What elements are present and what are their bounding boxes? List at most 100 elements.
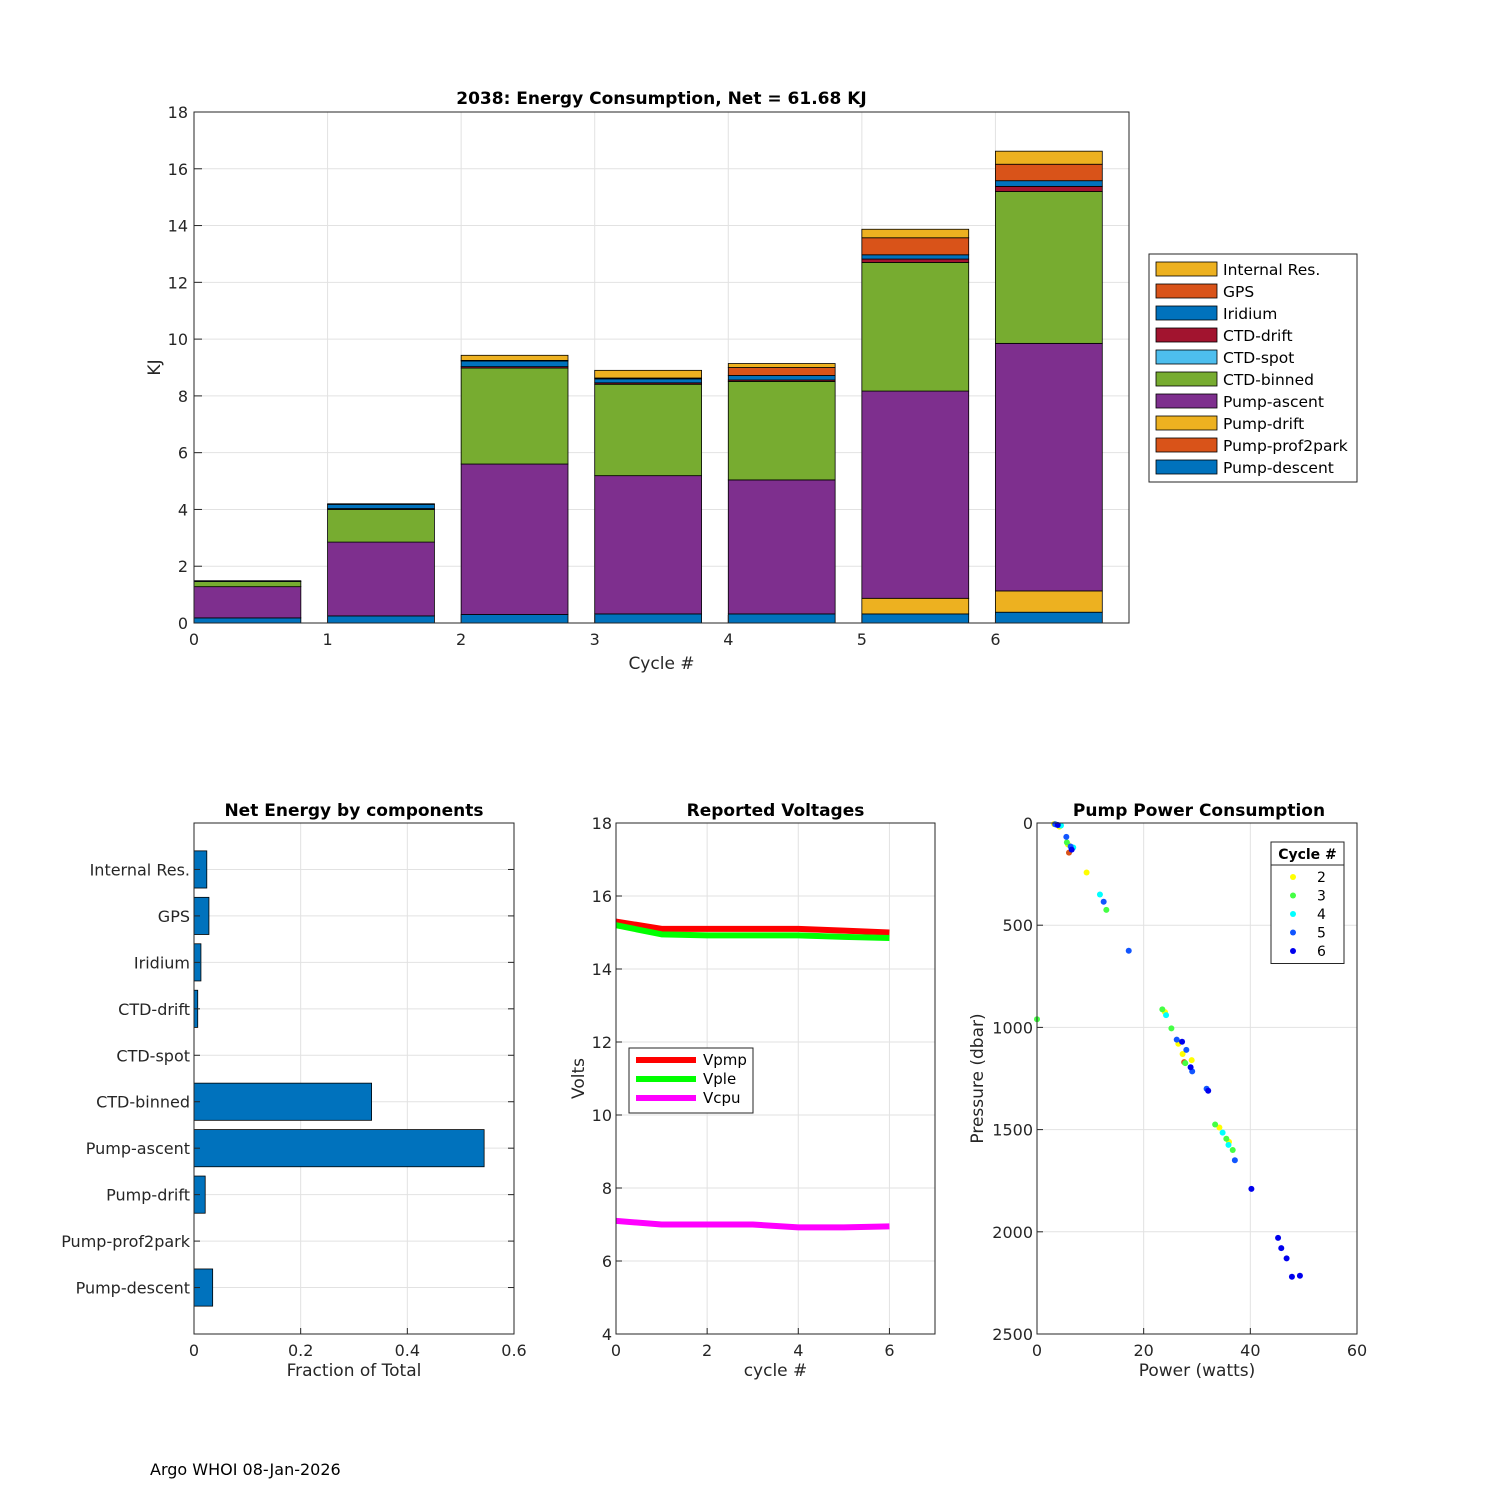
energy-legend-label-ctd-spot: CTD-spot (1223, 349, 1294, 367)
pump-legend-marker-6 (1290, 948, 1296, 954)
pump-ytick-label: 1500 (992, 1121, 1033, 1140)
energy-xtick-label: 6 (990, 630, 1000, 649)
pump-ytick-label: 2000 (992, 1223, 1033, 1242)
components-xtick-label: 0 (189, 1341, 199, 1360)
energy-legend-label-internal-res: Internal Res. (1223, 261, 1320, 279)
energy-legend-swatch-iridium (1155, 305, 1218, 321)
energy-legend-label-pump-descent: Pump-descent (1223, 459, 1334, 477)
pump-point-cycle-6-9 (1288, 1273, 1295, 1280)
energy-bar-iridium-cycle-0 (193, 580, 302, 582)
pump-point-cycle-5-1 (1063, 833, 1070, 840)
energy-ytick-label: 6 (178, 444, 188, 463)
energy-bar-pump-descent-cycle-6 (995, 611, 1103, 624)
energy-ytick-label: 18 (168, 103, 188, 122)
energy-bar-gps-cycle-6 (995, 163, 1103, 182)
voltage-ytick-label: 16 (592, 887, 612, 906)
pump-point-cycle-4-3 (1163, 1012, 1170, 1019)
pump-point-cycle-3-9 (1229, 1147, 1236, 1154)
energy-bar-pump-descent-cycle-4 (727, 613, 836, 624)
energy-bar-ctd-binned-cycle-4 (727, 381, 836, 481)
components-bar-pump-ascent (193, 1129, 485, 1168)
pump-point-cycle-3-8 (1223, 1135, 1230, 1142)
energy-axes-box (193, 111, 1130, 624)
components-category-label-pump-prof2park: Pump-prof2park (61, 1232, 191, 1251)
components-category-label-ctd-drift: CTD-drift (118, 1000, 190, 1019)
pump-point-cycle-6-7 (1278, 1245, 1285, 1252)
energy-legend-label-pump-ascent: Pump-ascent (1223, 393, 1324, 411)
components-xtick-label: 0.2 (288, 1341, 313, 1360)
energy-ytick-label: 0 (178, 614, 188, 633)
components-xtick-label: 0.4 (395, 1341, 420, 1360)
pump-legend: Cycle # 2 3 4 5 6 (1270, 841, 1345, 964)
energy-legend-swatch-ctd-drift (1155, 327, 1218, 343)
energy-bar-pump-ascent-cycle-5 (861, 390, 970, 599)
energy-bar-pump-descent-cycle-2 (460, 614, 569, 624)
pump-legend-label-2: 2 (1317, 870, 1326, 886)
pump-point-cycle-6-1 (1068, 846, 1075, 853)
energy-xtick-label: 4 (723, 630, 733, 649)
voltage-legend-label-vpmp: Vpmp (703, 1051, 747, 1069)
voltage-xtick-label: 4 (793, 1341, 803, 1360)
pump-point-cycle-2-3 (1083, 869, 1090, 876)
pump-point-cycle-3-6 (1182, 1060, 1189, 1067)
pump-ytick-label: 2500 (992, 1325, 1033, 1344)
pump-ylabel: Pressure (dbar) (968, 1013, 988, 1143)
components-category-label-pump-ascent: Pump-ascent (86, 1139, 190, 1158)
energy-bar-pump-ascent-cycle-6 (995, 342, 1103, 592)
energy-bar-ctd-binned-cycle-0 (193, 581, 302, 588)
pump-legend-label-3: 3 (1317, 889, 1326, 905)
energy-bar-internal-res-cycle-6 (995, 150, 1103, 165)
energy-xtick-label: 3 (590, 630, 600, 649)
voltage-ytick-label: 10 (592, 1106, 612, 1125)
energy-bar-internal-res-cycle-2 (460, 354, 569, 361)
energy-legend-swatch-pump-ascent (1155, 393, 1218, 409)
energy-legend-swatch-pump-prof2park (1155, 437, 1218, 453)
energy-legend-label-gps: GPS (1223, 283, 1254, 301)
components-category-label-gps: GPS (158, 907, 190, 926)
energy-legend-label-ctd-drift: CTD-drift (1223, 327, 1293, 345)
pump-point-cycle-3-3 (1103, 906, 1110, 913)
components-category-label-ctd-spot: CTD-spot (116, 1046, 190, 1065)
energy-legend-swatch-ctd-binned (1155, 371, 1218, 387)
pump-point-cycle-5-3 (1100, 898, 1107, 905)
pump-point-cycle-6-2 (1179, 1038, 1186, 1045)
energy-legend-swatch-ctd-spot (1155, 349, 1218, 365)
energy-bar-pump-ascent-cycle-2 (460, 463, 569, 615)
energy-bar-ctd-binned-cycle-6 (995, 191, 1103, 344)
pump-legend-title: Cycle # (1278, 847, 1337, 863)
energy-xtick-label: 5 (857, 630, 867, 649)
energy-legend-label-ctd-binned: CTD-binned (1223, 371, 1314, 389)
energy-bar-internal-res-cycle-5 (861, 228, 970, 239)
voltage-xtick-label: 2 (702, 1341, 712, 1360)
energy-bar-iridium-cycle-3 (594, 378, 702, 384)
energy-bar-internal-res-cycle-3 (594, 369, 702, 379)
energy-legend-label-iridium: Iridium (1223, 305, 1277, 323)
components-category-label-ctd-binned: CTD-binned (96, 1093, 190, 1112)
voltage-ytick-label: 18 (592, 814, 612, 833)
pump-power-chart: 0 20 40 60 0 500 1000 1500 2000 2500 Pump Power Co… (968, 801, 1367, 1381)
components-bar-ctd-binned (193, 1082, 373, 1121)
energy-bar-pump-descent-cycle-5 (861, 613, 970, 624)
pump-legend-marker-5 (1290, 929, 1296, 936)
energy-bar-ctd-binned-cycle-1 (327, 509, 435, 543)
components-xtick-label: 0.6 (501, 1341, 526, 1360)
voltage-axes-box (615, 822, 936, 1335)
pump-point-cycle-3-4 (1159, 1006, 1166, 1013)
pump-point-cycle-5-4 (1125, 947, 1132, 954)
pump-title: Pump Power Consumption (1073, 801, 1325, 821)
pump-point-cycle-3-7 (1212, 1121, 1219, 1128)
energy-bar-pump-ascent-cycle-0 (193, 586, 302, 619)
pump-ytick-label: 1000 (992, 1018, 1033, 1037)
energy-ytick-label: 4 (178, 500, 188, 519)
energy-bar-internal-res-cycle-4 (727, 363, 836, 368)
energy-xlabel: Cycle # (628, 654, 694, 674)
pump-axes-box (1036, 822, 1358, 1335)
pump-legend-label-6: 6 (1317, 944, 1326, 960)
voltage-ytick-label: 4 (602, 1325, 612, 1344)
components-category-label-pump-descent: Pump-descent (76, 1279, 190, 1298)
components-chart: Internal Res. GPS Iridium CTD-drift CTD-spot… (61, 801, 527, 1381)
pump-point-cycle-4-2 (1096, 891, 1103, 898)
energy-legend-swatch-pump-descent (1155, 459, 1218, 475)
voltage-ytick-label: 14 (592, 960, 612, 979)
